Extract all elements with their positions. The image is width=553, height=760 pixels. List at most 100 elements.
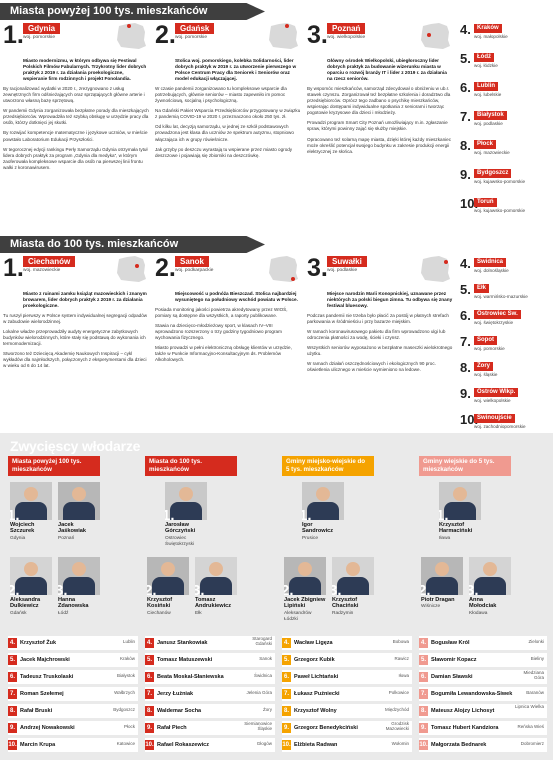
list-city: Siemianowice Śląskie	[244, 721, 272, 731]
city-paragraph: By rozwijać kompetencje matematyczne i j…	[3, 130, 148, 142]
voivodeship-label: woj. kujawsko-pomorskie	[474, 179, 526, 184]
list-rank: 7.	[282, 689, 291, 699]
winner-card: 3. Hanna Zdanowska Łódź	[58, 557, 100, 617]
section-banner-small-cities: Miasta do 100 tys. mieszkańców	[0, 236, 265, 253]
big-ranking-item: 7. Białystok woj. podlaskie	[460, 109, 553, 135]
list-city: Wołomin	[391, 741, 409, 746]
winner-list-row: 6. Tadeusz Truskolaski Białystok	[8, 670, 138, 684]
list-city: Wałbrzych	[114, 690, 135, 695]
photo-body	[474, 577, 506, 595]
winner-rank: 1.	[165, 507, 175, 520]
winner-city: Ostrowiec Świętokrzyski	[165, 535, 195, 548]
winner-card: 2. Aleksandra Dulkiewicz Gdańsk	[10, 557, 52, 617]
city-name: Bydgoszcz	[474, 169, 512, 178]
voivodeship-label: woj. kujawsko-pomorskie	[474, 208, 526, 213]
winner-list-row: 6. Paweł Lichtański Iłowa	[282, 670, 412, 684]
city-paragraph: Podczas pandemii nie trzeba było płacić …	[307, 313, 449, 325]
voivodeship-label: woj. mazowieckie	[23, 268, 61, 273]
list-rank: 4.	[419, 638, 428, 648]
winner-city: Aleksandrów Łódzki	[284, 610, 312, 623]
rank-number: 8.	[460, 360, 471, 375]
city-highlight: Miasto z ruinami zamku książąt mazowieck…	[23, 291, 147, 309]
winner-card: 2. Krzysztof Kosiński Ciechanów	[147, 557, 189, 617]
list-name: Grzegorz Kubik	[294, 657, 335, 663]
big-ranking-item: 9. Bydgoszcz woj. kujawsko-pomorskie	[460, 167, 553, 193]
winner-photo: 3.	[469, 557, 511, 595]
winner-photo: 2.	[421, 557, 463, 595]
city-paragraph: By wspomóc mieszkańców, samorząd zdecydo…	[307, 86, 451, 116]
list-name: Paweł Lichtański	[294, 674, 339, 680]
small-column-3: 3. Suwałki woj. podlaskie Miejsce narodzin …	[307, 255, 453, 425]
photo-head	[161, 562, 175, 576]
winner-name: Jacek Jaśkowiak	[58, 522, 86, 535]
winner-city: Łódź	[58, 610, 69, 616]
big-ranking-item: 10. Toruń woj. kujawsko-pomorskie	[460, 196, 553, 222]
list-rank: 8.	[419, 706, 428, 716]
list-name: Wacław Ligęza	[294, 640, 333, 646]
list-rank: 9.	[282, 723, 291, 733]
winner-name: Wojciech Szczurek	[10, 522, 35, 535]
voivodeship-label: woj. dolnośląskie	[474, 268, 509, 273]
big-column-2: 2. Gdańsk woj. pomorskie Stolica woj. pomor…	[155, 22, 301, 229]
winner-card: 1. Igor Sandrowicz Prusice	[302, 482, 344, 542]
photo-head	[72, 562, 86, 576]
list-name: Małgorzata Bednarek	[431, 742, 487, 748]
photo-head	[209, 562, 223, 576]
list-name: Bogusław Król	[431, 640, 470, 646]
winner-name: Jacek Zbigniew Lipiński	[284, 597, 326, 610]
winner-card: 1. Krzysztof Harmaciński Iława	[439, 482, 481, 542]
winner-photo: 3.	[195, 557, 237, 595]
winner-city: Gdynia	[10, 535, 26, 541]
photo-body	[426, 577, 458, 595]
list-rank: 4.	[145, 638, 154, 648]
winner-city: Ełk	[195, 610, 202, 616]
city-highlight: Miejscowość u podnóża Bieszczad. Stolica…	[175, 291, 298, 303]
list-city: Świdnica	[253, 673, 272, 678]
list-city: Rawicz	[394, 656, 409, 661]
rank-number: 3.	[307, 255, 328, 282]
list-rank: 10.	[8, 740, 17, 750]
city-name: Świnoujście	[474, 414, 515, 423]
winner-name: Krzysztof Chaciński	[332, 597, 359, 610]
list-city: Kraków	[119, 656, 135, 661]
category-header: Miasta do 100 tys. mieszkańców	[145, 456, 237, 476]
city-paragraph: By racjonalizować wydatki w 2020 r., zre…	[3, 86, 145, 104]
city-paragraph: Stworzono też Dziecięcą Akademię Naukowy…	[3, 351, 147, 369]
city-name: Sopot	[474, 336, 497, 345]
voivodeship-label: woj. zachodniopomorskie	[474, 424, 526, 429]
list-name: Janusz Stankowiak	[157, 640, 208, 646]
list-rank: 5.	[8, 655, 17, 665]
category-header: Miasta powyżej 100 tys. mieszkańców	[8, 456, 100, 476]
winner-card: 3. Tomasz Andrukiewicz Ełk	[195, 557, 237, 617]
winner-rank: 3.	[58, 582, 68, 595]
big-ranking-item: 8. Płock woj. mazowieckie	[460, 138, 553, 164]
rank-number: 9.	[460, 167, 471, 182]
winner-city: Gdańsk	[10, 610, 27, 616]
winner-photo: 3.	[58, 557, 100, 595]
list-name: Łukasz Puźniecki	[294, 691, 340, 697]
list-city: Polkowice	[388, 690, 409, 695]
rank-number: 6.	[460, 308, 471, 323]
list-rank: 5.	[282, 655, 291, 665]
rank-number: 10.	[460, 412, 479, 427]
winner-list-row: 8. Waldemar Socha Żory	[145, 704, 275, 718]
city-name: Łódź	[474, 53, 494, 62]
winner-name: Igor Sandrowicz	[302, 522, 334, 535]
list-name: Rafał Piech	[157, 725, 187, 731]
list-city: Iłowa	[398, 673, 409, 678]
city-name: Świdnica	[474, 258, 507, 267]
poland-map-icon	[267, 22, 299, 50]
winner-city: Wiśnicze	[421, 604, 441, 610]
winner-list-row: 5. Jacek Majchrowski Kraków	[8, 653, 138, 667]
list-city: Bydgoszcz	[113, 707, 135, 712]
category-header: Gminy wiejskie do 5 tys. mieszkańców	[419, 456, 511, 476]
list-name: Tomasz Matuszewski	[157, 657, 213, 663]
voivodeship-label: woj. świętokrzyskie	[474, 320, 514, 325]
list-city: Zielonki	[528, 639, 544, 644]
list-rank: 9.	[145, 723, 154, 733]
list-rank: 8.	[8, 706, 17, 716]
city-paragraph: Na Gdański Pakiet Wsparcia Przedsiębiorc…	[155, 108, 301, 120]
list-name: Jerzy Łużniak	[157, 691, 194, 697]
winner-list-row: 4. Krzysztof Żuk Lublin	[8, 636, 138, 650]
